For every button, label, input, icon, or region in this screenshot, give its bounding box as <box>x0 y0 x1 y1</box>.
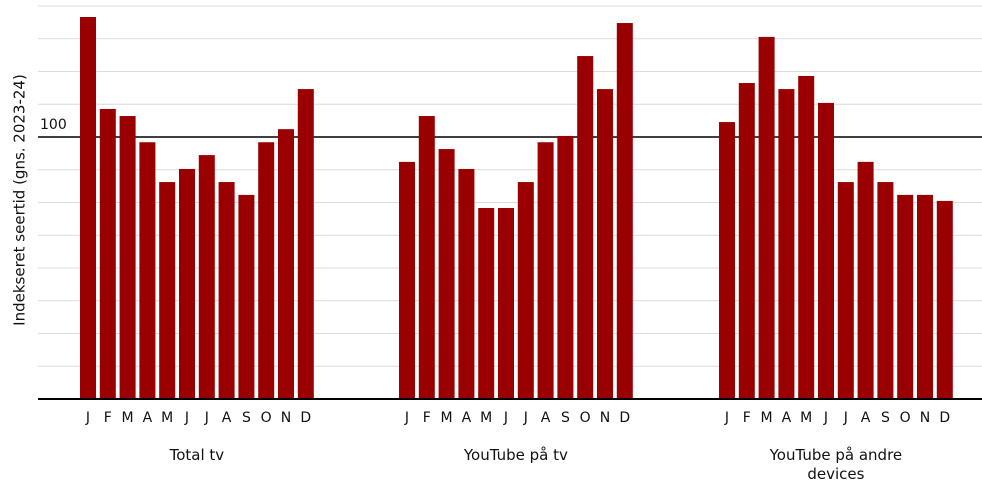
y-axis-label: Indekseret seertid (gns. 2023-24) <box>11 74 29 326</box>
bar <box>258 142 275 400</box>
x-tick-label: F <box>423 410 431 426</box>
bar <box>719 122 735 399</box>
bar <box>616 23 633 400</box>
bar <box>758 36 775 399</box>
x-tick-label: N <box>281 410 291 426</box>
group-label: YouTube på tv <box>463 446 568 464</box>
x-tick-label: O <box>900 410 911 426</box>
x-tick-label: N <box>920 410 930 426</box>
bar <box>837 182 854 399</box>
bar <box>597 89 613 399</box>
x-tick-label: M <box>480 410 492 426</box>
y-tick-label: 100 <box>40 117 67 133</box>
bar <box>159 182 176 399</box>
bar <box>798 75 815 399</box>
bar <box>778 89 795 399</box>
x-tick-label: D <box>939 410 950 426</box>
x-tick-label: O <box>261 410 272 426</box>
bar <box>198 155 215 399</box>
x-tick-label: J <box>843 410 848 426</box>
bar <box>99 108 116 399</box>
bar <box>297 89 314 399</box>
bar <box>936 200 953 399</box>
x-tick-label: J <box>404 410 409 426</box>
bar <box>179 168 195 399</box>
bar <box>877 182 894 399</box>
x-tick-label: M <box>122 410 134 426</box>
x-tick-label: M <box>800 410 812 426</box>
x-tick-label: J <box>85 410 90 426</box>
x-tick-label: J <box>184 410 189 426</box>
bar <box>517 182 534 399</box>
bar <box>738 83 755 399</box>
bar <box>139 142 156 400</box>
group-label: YouTube på andre devices <box>769 446 903 483</box>
bar <box>557 135 574 399</box>
x-tick-label: D <box>300 410 311 426</box>
bar <box>399 161 415 399</box>
bar <box>218 182 235 399</box>
x-tick-label: F <box>743 410 751 426</box>
x-tick-label: M <box>761 410 773 426</box>
x-tick-label: A <box>143 410 153 426</box>
bar <box>818 102 834 399</box>
x-tick-label: J <box>503 410 508 426</box>
x-tick-label: J <box>724 410 729 426</box>
bar <box>537 142 554 400</box>
bar <box>278 129 294 399</box>
bar <box>238 194 255 399</box>
x-tick-label: M <box>161 410 173 426</box>
x-tick-label: D <box>619 410 630 426</box>
x-tick-label: N <box>600 410 610 426</box>
bar <box>897 194 914 399</box>
x-tick-label: J <box>823 410 828 426</box>
bar <box>119 116 136 399</box>
x-tick-label: S <box>242 410 251 426</box>
x-tick-label: A <box>541 410 551 426</box>
x-tick-label: M <box>441 410 453 426</box>
x-tick-label: J <box>523 410 528 426</box>
bar <box>917 194 933 399</box>
x-tick-label: A <box>782 410 792 426</box>
bar <box>458 168 475 399</box>
x-tick-label: J <box>204 410 209 426</box>
bar <box>80 17 96 400</box>
bar <box>498 208 514 399</box>
x-tick-label: O <box>580 410 591 426</box>
x-tick-label: F <box>104 410 112 426</box>
x-tick-label: A <box>462 410 472 426</box>
group-label: Total tv <box>169 446 225 464</box>
x-tick-label: A <box>861 410 871 426</box>
x-tick-label: S <box>881 410 890 426</box>
bar <box>478 208 495 399</box>
bar <box>857 161 874 399</box>
x-tick-label: S <box>561 410 570 426</box>
bar <box>438 149 455 399</box>
bar <box>418 116 435 399</box>
bar <box>577 56 594 400</box>
x-tick-label: A <box>222 410 232 426</box>
